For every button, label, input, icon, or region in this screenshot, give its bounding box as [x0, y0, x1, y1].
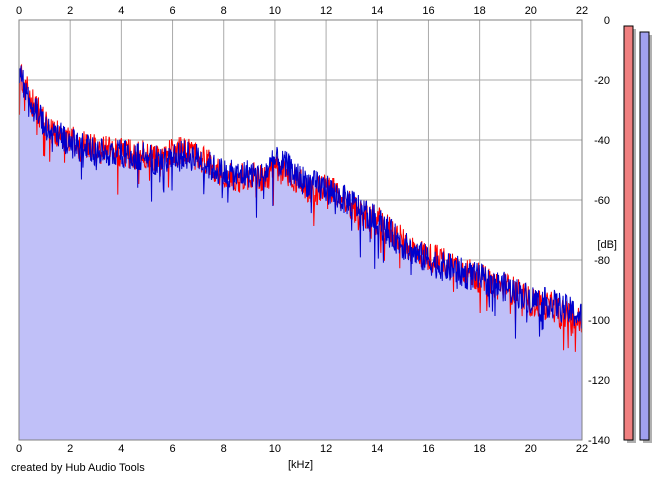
x-tick-label-bottom: 6 — [169, 443, 175, 455]
x-tick-label-top: 22 — [576, 5, 588, 17]
x-tick-label-top: 0 — [16, 5, 22, 17]
y-tick-label: 0 — [604, 15, 610, 27]
meter-right — [639, 31, 650, 441]
x-tick-label-bottom: 12 — [320, 443, 332, 455]
x-axis-label: [kHz] — [288, 459, 313, 471]
x-tick-label-top: 12 — [320, 5, 332, 17]
x-tick-label-bottom: 16 — [422, 443, 434, 455]
y-tick-label: -100 — [588, 315, 610, 327]
x-tick-label-top: 20 — [525, 5, 537, 17]
x-tick-label-top: 4 — [118, 5, 124, 17]
y-tick-label: -80 — [594, 255, 610, 267]
y-tick-label: -120 — [588, 375, 610, 387]
y-tick-label: -140 — [588, 435, 610, 447]
plot-border — [18, 19, 583, 441]
series-line-right — [18, 65, 583, 339]
y-tick-label: -20 — [594, 75, 610, 87]
x-tick-label-top: 14 — [371, 5, 383, 17]
axes: 002244668810101212141416161818202022220-… — [16, 5, 617, 471]
x-tick-label-bottom: 20 — [525, 443, 537, 455]
level-meters — [623, 25, 652, 443]
x-tick-label-bottom: 8 — [221, 443, 227, 455]
x-tick-label-bottom: 4 — [118, 443, 124, 455]
y-tick-label: -40 — [594, 135, 610, 147]
credit-text: created by Hub Audio Tools — [11, 462, 145, 474]
spectrum-fill — [19, 65, 582, 440]
x-tick-label-bottom: 10 — [269, 443, 281, 455]
y-axis-label: [dB] — [597, 239, 617, 251]
x-tick-label-bottom: 14 — [371, 443, 383, 455]
x-tick-label-top: 16 — [422, 5, 434, 17]
x-tick-label-bottom: 18 — [474, 443, 486, 455]
y-tick-label: -60 — [594, 195, 610, 207]
x-tick-label-bottom: 2 — [67, 443, 73, 455]
meter-left — [623, 25, 634, 441]
x-tick-label-top: 10 — [269, 5, 281, 17]
spectrum-area — [19, 65, 582, 440]
x-tick-label-bottom: 22 — [576, 443, 588, 455]
x-tick-label-top: 6 — [169, 5, 175, 17]
x-tick-label-bottom: 0 — [16, 443, 22, 455]
x-tick-label-top: 8 — [221, 5, 227, 17]
x-tick-label-top: 18 — [474, 5, 486, 17]
x-tick-label-top: 2 — [67, 5, 73, 17]
